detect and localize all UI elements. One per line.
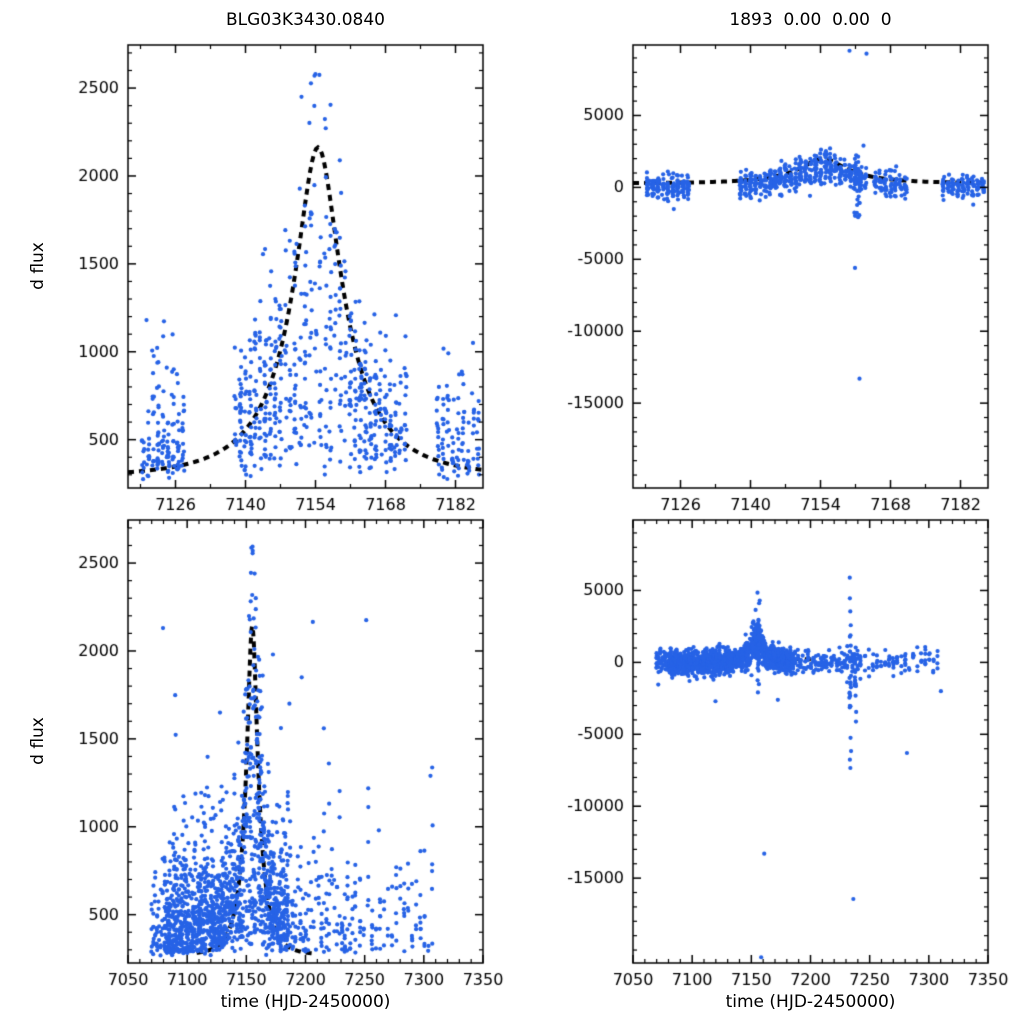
y-axis-label-top-left: d flux — [28, 242, 48, 290]
x-axis-label-bottom-left: time (HJD-2450000) — [220, 992, 391, 1012]
x-axis-label-bottom-right: time (HJD-2450000) — [725, 992, 896, 1012]
panel-title-left: BLG03K3430.0840 — [225, 10, 386, 30]
panel-title-right: 1893 0.00 0.00 0 — [729, 10, 892, 30]
y-axis-label-bottom-left: d flux — [28, 717, 48, 765]
